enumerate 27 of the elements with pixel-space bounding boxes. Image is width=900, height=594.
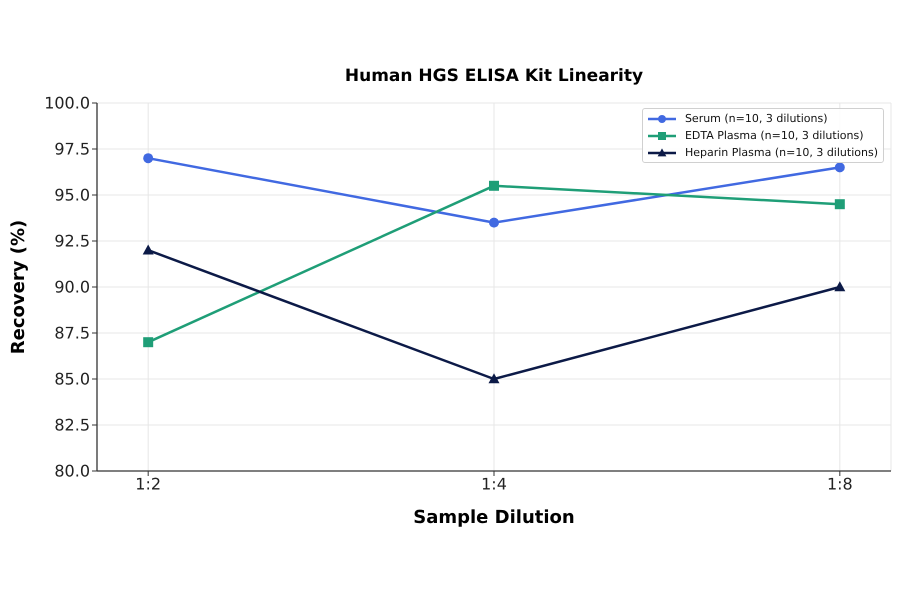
y-tick-label: 87.5 xyxy=(54,324,90,343)
x-axis-title: Sample Dilution xyxy=(413,507,575,528)
chart-title: Human HGS ELISA Kit Linearity xyxy=(344,66,644,86)
y-tick-label: 95.0 xyxy=(54,186,90,205)
point xyxy=(489,218,499,228)
y-axis-title: Recovery (%) xyxy=(8,220,28,354)
point xyxy=(143,337,154,348)
y-tick-label: 80.0 xyxy=(54,462,90,481)
point xyxy=(834,199,845,210)
y-tick-label: 92.5 xyxy=(54,232,90,251)
x-tick-label: 1:4 xyxy=(481,474,507,494)
y-tick-label: 82.5 xyxy=(54,416,90,435)
point xyxy=(143,153,154,164)
y-tick-label: 97.5 xyxy=(54,140,90,159)
point xyxy=(142,244,154,254)
point xyxy=(488,373,500,384)
legend-label: Serum (n=10, 3 dilutions) xyxy=(684,111,828,127)
point xyxy=(834,281,846,292)
point xyxy=(834,162,845,172)
x-tick-label: 1:8 xyxy=(826,474,853,494)
x-tick-label: 1:2 xyxy=(135,474,162,494)
point xyxy=(489,180,499,191)
y-tick-label: 85.0 xyxy=(54,370,90,389)
legend-label: Heparin Plasma (n=10, 3 dilutions) xyxy=(684,145,878,161)
legend-label: EDTA Plasma (n=10, 3 dilutions) xyxy=(684,128,864,144)
y-tick-label: 90.0 xyxy=(54,278,90,297)
y-tick-label: 100.0 xyxy=(44,94,90,113)
